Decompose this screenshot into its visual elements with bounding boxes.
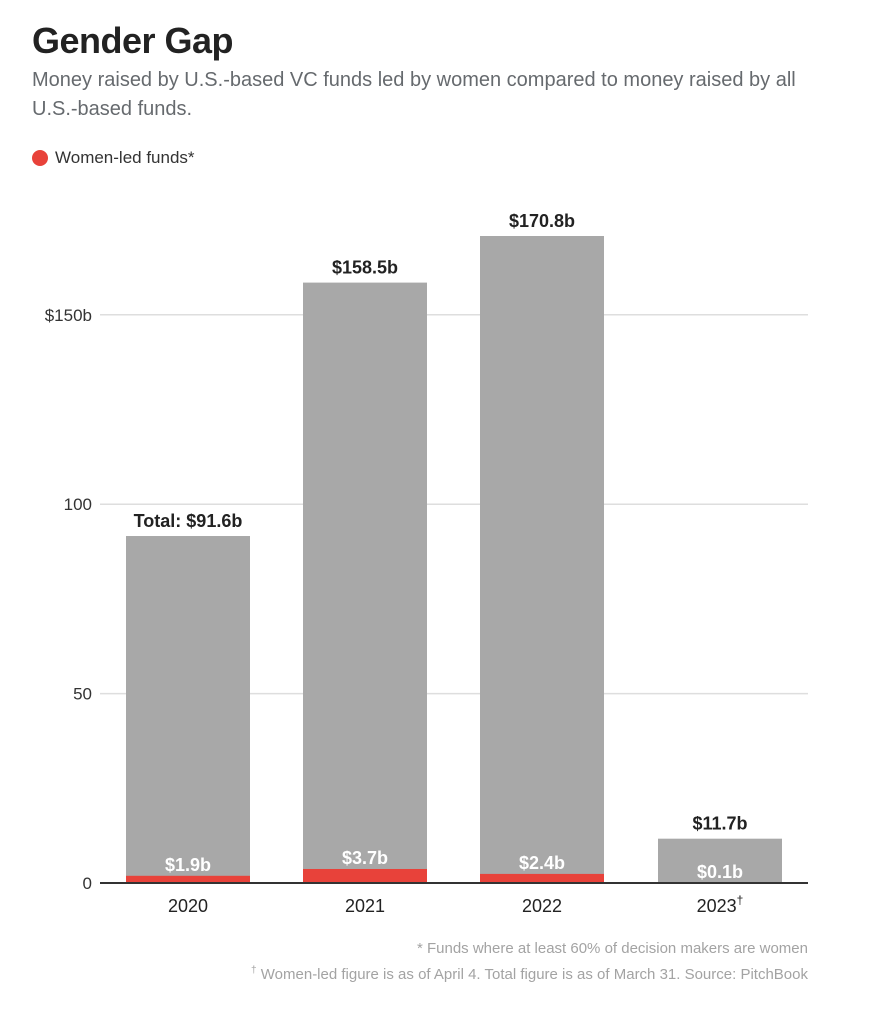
- bar-total-2022: [480, 236, 604, 883]
- x-tick-label-2021: 2021: [345, 896, 385, 916]
- label-women-2021: $3.7b: [342, 848, 388, 868]
- bar-women-2022: [480, 873, 604, 883]
- bar-women-2020: [126, 875, 250, 883]
- y-tick-label-50: 50: [73, 685, 92, 704]
- bar-total-2020: [126, 536, 250, 883]
- footnote-1: * Funds where at least 60% of decision m…: [251, 938, 808, 960]
- bar-women-2021: [303, 868, 427, 883]
- footnotes: * Funds where at least 60% of decision m…: [251, 938, 808, 986]
- label-total-2023: $11.7b: [692, 814, 747, 834]
- label-total-2022: $170.8b: [509, 211, 575, 231]
- x-tick-label-2020: 2020: [168, 896, 208, 916]
- x-tick-mark-2023: †: [737, 893, 744, 907]
- legend-label-women-led: Women-led funds*: [55, 148, 195, 167]
- chart-title: Gender Gap: [32, 20, 234, 61]
- footnote-2: † Women-led figure is as of April 4. Tot…: [251, 960, 808, 986]
- bar-chart: 0 50 100 $150b Total: $91.6b $1.9b 2020 $158.5b…: [45, 211, 808, 916]
- footnote-2-mark: †: [251, 965, 257, 976]
- y-tick-label-0: 0: [83, 874, 92, 893]
- bar-total-2023: [658, 838, 782, 883]
- footnote-1-text: Funds where at least 60% of decision mak…: [426, 940, 808, 957]
- footnote-2-text: Women-led figure is as of April 4. Total…: [260, 966, 808, 983]
- footnote-1-mark: *: [416, 940, 423, 957]
- legend: Women-led funds*: [32, 148, 195, 168]
- x-tick-label-2023: 2023†: [697, 893, 744, 916]
- bar-total-2021: [303, 282, 427, 883]
- y-tick-label-150: $150b: [45, 306, 92, 325]
- chart-subtitle: Money raised by U.S.-based VC funds led …: [32, 69, 796, 120]
- y-tick-label-100: 100: [64, 495, 92, 514]
- label-women-2022: $2.4b: [519, 853, 565, 873]
- label-total-2021: $158.5b: [332, 258, 398, 278]
- label-women-2020: $1.9b: [165, 855, 211, 875]
- label-total-2020: Total: $91.6b: [134, 511, 243, 531]
- legend-swatch-women-led: [32, 150, 48, 166]
- x-tick-label-2022: 2022: [522, 896, 562, 916]
- label-women-2023: $0.1b: [697, 862, 743, 882]
